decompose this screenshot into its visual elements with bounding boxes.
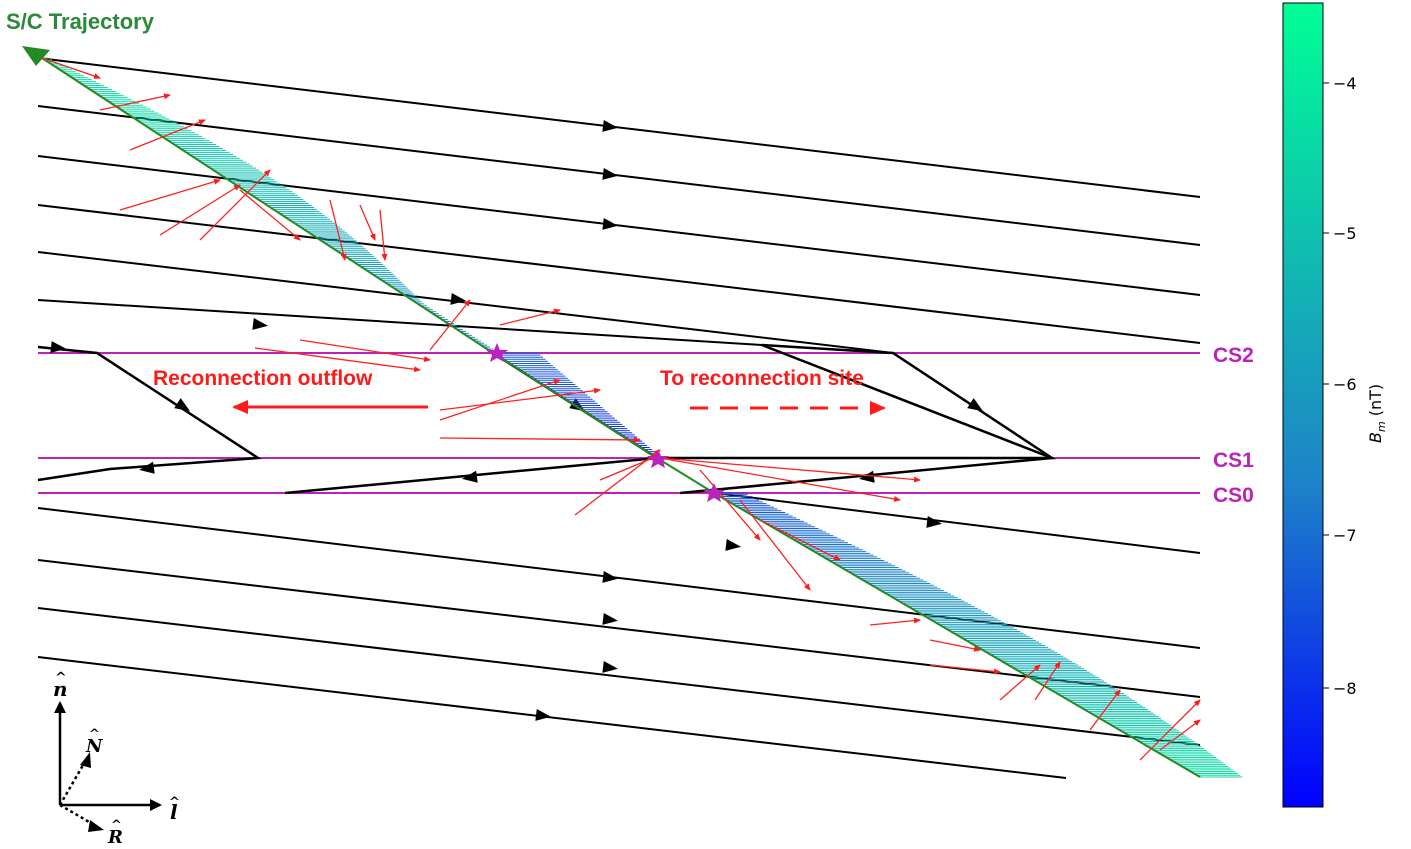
field-arrowhead (602, 570, 618, 583)
crossing-markers (486, 343, 725, 502)
flow-vector (659, 457, 921, 483)
field-line (37, 507, 1201, 649)
field-line (37, 299, 763, 346)
flow-vector (599, 454, 661, 481)
cs0-label: CS0 (1213, 484, 1254, 507)
field-arrowhead (602, 660, 618, 673)
flow-vector (129, 119, 206, 151)
star-cs1 (647, 449, 669, 468)
n-hat-symbol: n (53, 677, 68, 701)
field-arrowhead (450, 292, 466, 305)
R-hat-caret: ^ (111, 818, 122, 833)
colorbar-tick-label: −6 (1333, 375, 1357, 394)
flow-vector (379, 209, 388, 261)
flow-vector (239, 189, 301, 241)
field-arrowhead (139, 461, 155, 474)
svg-text:Bm(nT): Bm(nT) (1366, 384, 1388, 443)
field-arrowhead (535, 708, 551, 721)
flow-vector (359, 204, 376, 241)
R-hat-symbol: R (107, 827, 123, 848)
field-line (713, 492, 1201, 554)
field-arrowhead (252, 317, 268, 330)
to-site-label: To reconnection site (660, 367, 864, 390)
star-cs0 (703, 483, 725, 502)
flow-vector (41, 57, 101, 79)
field-line (37, 559, 1201, 698)
flow-vector (439, 379, 561, 421)
flow-vector (439, 436, 641, 443)
flow-vector (699, 469, 761, 541)
colorbar: −4 −5 −6 −7 −8 Bm(nT) (1282, 2, 1388, 808)
star-cs2 (486, 343, 508, 362)
flow-vector (739, 499, 811, 591)
field-arrowhead (602, 119, 618, 132)
field-arrowhead (462, 470, 478, 483)
flow-vector (1139, 699, 1201, 761)
field-arrowhead (926, 515, 942, 528)
flow-vector (869, 617, 921, 626)
field-line (37, 204, 1201, 344)
l-hat-caret: ^ (169, 795, 180, 810)
field-arrowhead (50, 341, 66, 354)
flow-vector (329, 199, 347, 261)
field-line (37, 57, 1201, 198)
flow-vector (929, 639, 981, 652)
magnetic-field-vectors (42, 57, 1243, 778)
field-arrowhead (967, 398, 984, 412)
coordinate-axes: n ^ N ^ l ^ R ^ (53, 670, 180, 848)
flow-vector (759, 519, 841, 561)
n-hat-caret: ^ (55, 670, 67, 686)
cs2-label: CS2 (1213, 344, 1254, 367)
N-hat-caret: ^ (89, 727, 100, 742)
trajectory-arrowhead (22, 46, 50, 66)
flow-vector (159, 184, 241, 236)
field-arrowhead (602, 612, 618, 625)
field-line (37, 251, 894, 354)
flow-vector (439, 387, 601, 411)
field-line (37, 105, 1201, 246)
colorbar-tick-label: −4 (1333, 74, 1357, 93)
flow-vectors (41, 57, 1201, 761)
N-hat-symbol: N (85, 736, 104, 757)
colorbar-label: Bm(nT) (1366, 384, 1388, 443)
flow-vector (254, 347, 421, 373)
flow-vector (499, 308, 561, 326)
outflow-label: Reconnection outflow (153, 367, 373, 390)
field-line (37, 656, 1067, 779)
flow-vector (999, 664, 1041, 701)
cs1-label: CS1 (1213, 449, 1254, 472)
colorbar-tick-label: −8 (1333, 679, 1357, 698)
field-line (37, 607, 1201, 746)
colorbar-ticks: −4 −5 −6 −7 −8 (1323, 74, 1357, 698)
flow-vector (929, 664, 1001, 675)
flow-vector (1159, 719, 1201, 751)
flow-vector (429, 299, 471, 351)
field-arrowheads (50, 119, 984, 721)
colorbar-tick-label: −5 (1333, 224, 1357, 243)
field-arrowhead (602, 217, 618, 230)
flow-vector (199, 169, 271, 241)
colorbar-gradient (1282, 2, 1324, 808)
flow-vector (1089, 689, 1121, 731)
flow-vector (1034, 661, 1061, 701)
colorbar-tick-label: −7 (1333, 526, 1357, 545)
field-arrowhead (859, 470, 875, 483)
flow-vector (299, 339, 431, 363)
flow-vector (119, 178, 221, 211)
trajectory-title: S/C Trajectory (6, 9, 155, 34)
flow-vector (99, 93, 171, 111)
l-hat-symbol: l (170, 800, 178, 824)
flow-vector (659, 457, 901, 502)
field-arrowhead (174, 398, 191, 412)
field-arrowhead (725, 538, 741, 551)
field-line (37, 155, 1201, 296)
field-arrowhead (602, 167, 618, 180)
